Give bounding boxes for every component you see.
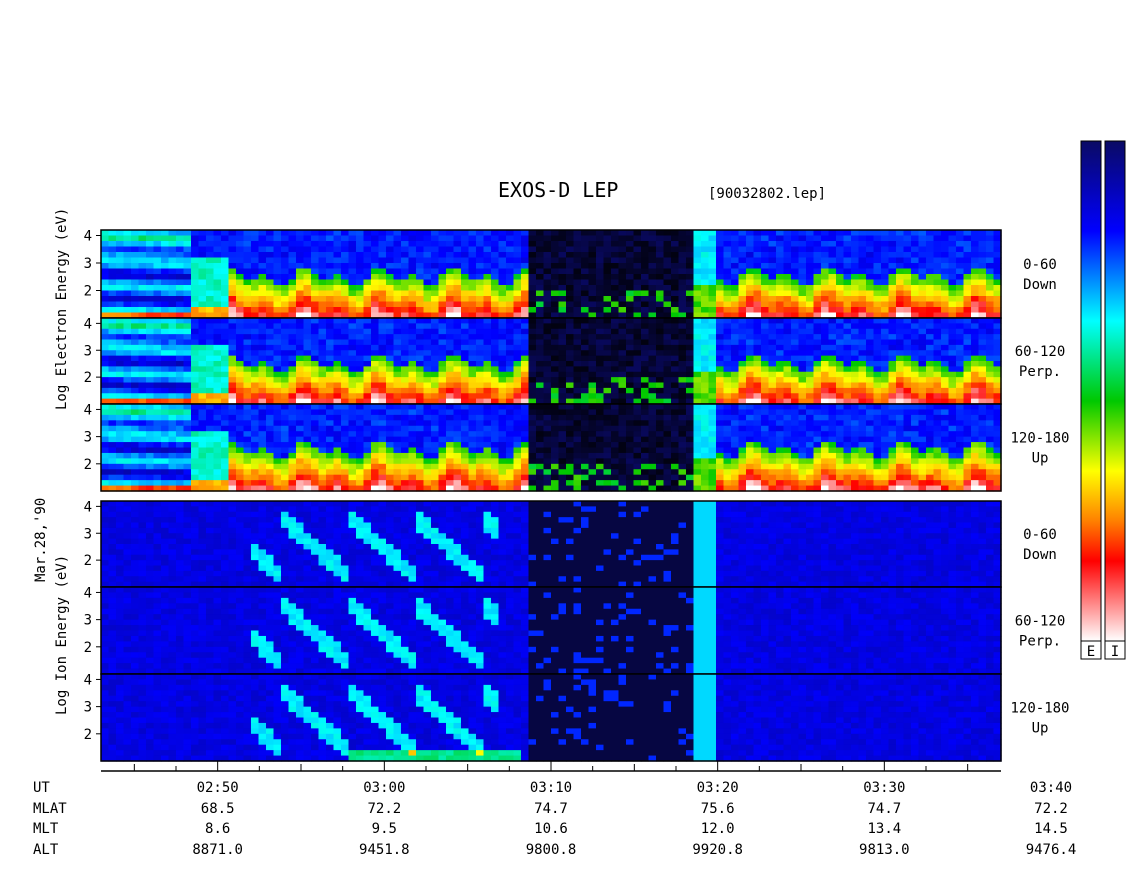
y-tick-label: 4 xyxy=(84,499,92,515)
y-tick-label: 3 xyxy=(84,430,92,446)
pitch-range-label: 0-60 xyxy=(1023,257,1057,273)
pitch-labels: 0-60 Down 60-120 Perp. 120-180 Up 0-60 Down 60-1… xyxy=(1010,257,1069,737)
ephemeris-value: 75.6 xyxy=(701,801,735,817)
colorbar-label-ion: I xyxy=(1111,644,1119,660)
pitch-direction-label: Perp. xyxy=(1019,364,1061,380)
spectrogram-panel-6: 4 3 2 xyxy=(84,672,1002,762)
ion-axis-title: Log Ion Energy (eV) xyxy=(54,555,70,715)
ephemeris-value: 14.5 xyxy=(1034,821,1068,837)
y-tick-label: 4 xyxy=(84,585,92,601)
pitch-range-label: 60-120 xyxy=(1015,614,1066,630)
pitch-direction-label: Perp. xyxy=(1019,634,1061,650)
y-tick-label: 4 xyxy=(84,402,92,418)
pitch-range-label: 120-180 xyxy=(1010,701,1069,717)
ephemeris-value: 68.5 xyxy=(201,801,235,817)
ephemeris-row-label: MLAT xyxy=(33,801,67,817)
ephemeris-table: UT MLAT MLT ALT 02:50 68.5 8.6 8871.0 03:00 72.2 9… xyxy=(33,780,1076,858)
y-tick-label: 3 xyxy=(84,526,92,542)
ephemeris-value: 9451.8 xyxy=(359,842,410,858)
colorbar-ion xyxy=(1104,140,1126,642)
ephemeris-value: 03:00 xyxy=(363,780,405,796)
y-tick-label: 3 xyxy=(84,700,92,716)
ephemeris-value: 9920.8 xyxy=(692,842,743,858)
pitch-range-label: 0-60 xyxy=(1023,527,1057,543)
y-tick-label: 2 xyxy=(84,640,92,656)
spectrogram-panel-1: 4 3 2 xyxy=(84,229,1002,319)
date-label: Mar.28,'90 xyxy=(33,498,49,582)
ephemeris-value: 8.6 xyxy=(205,821,230,837)
y-tick-label: 2 xyxy=(84,727,92,743)
ephemeris-row-label: UT xyxy=(33,780,50,796)
chart-title: EXOS-D LEP xyxy=(498,178,619,202)
ephemeris-value: 03:40 xyxy=(1030,780,1072,796)
y-tick-label: 4 xyxy=(84,316,92,332)
spectrogram-panel-4: 4 3 2 xyxy=(84,499,1002,588)
time-axis xyxy=(101,761,1001,772)
spectrogram-panel-2: 4 3 2 xyxy=(84,316,1002,405)
ephemeris-value: 03:30 xyxy=(863,780,905,796)
ephemeris-value: 13.4 xyxy=(867,821,901,837)
colorbar-label-electron: E xyxy=(1087,644,1095,660)
y-tick-label: 4 xyxy=(84,672,92,688)
y-tick-label: 2 xyxy=(84,457,92,473)
ephemeris-value: 03:10 xyxy=(530,780,572,796)
pitch-direction-label: Up xyxy=(1032,451,1049,467)
y-tick-label: 3 xyxy=(84,256,92,272)
ephemeris-value: 8871.0 xyxy=(192,842,243,858)
spectrogram-panel-3: 4 3 2 xyxy=(84,402,1002,492)
ephemeris-value: 10.6 xyxy=(534,821,568,837)
y-tick-label: 2 xyxy=(84,284,92,300)
ephemeris-value: 9813.0 xyxy=(859,842,910,858)
ephemeris-value: 72.2 xyxy=(367,801,401,817)
electron-axis-title: Log Electron Energy (eV) xyxy=(54,208,70,410)
spectrogram-panels: 4 3 2 4 3 2 4 3 2 4 3 2 4 3 2 4 3 2 xyxy=(84,229,1002,762)
ephemeris-value: 02:50 xyxy=(197,780,239,796)
ephemeris-value: 9.5 xyxy=(372,821,397,837)
y-tick-label: 2 xyxy=(84,370,92,386)
ephemeris-value: 03:20 xyxy=(697,780,739,796)
pitch-direction-label: Up xyxy=(1032,721,1049,737)
ephemeris-value: 9800.8 xyxy=(526,842,577,858)
y-tick-label: 4 xyxy=(84,229,92,245)
spectrogram-panel-5: 4 3 2 xyxy=(84,585,1002,675)
ephemeris-value: 74.7 xyxy=(534,801,568,817)
y-tick-label: 2 xyxy=(84,553,92,569)
y-tick-label: 3 xyxy=(84,613,92,629)
ephemeris-value: 74.7 xyxy=(867,801,901,817)
colorbar-electron xyxy=(1080,140,1102,642)
ephemeris-value: 72.2 xyxy=(1034,801,1068,817)
pitch-range-label: 120-180 xyxy=(1010,431,1069,447)
pitch-direction-label: Down xyxy=(1023,547,1057,563)
pitch-direction-label: Down xyxy=(1023,277,1057,293)
ephemeris-value: 9476.4 xyxy=(1026,842,1077,858)
ephemeris-value: 12.0 xyxy=(701,821,735,837)
file-id: [90032802.lep] xyxy=(708,186,827,202)
pitch-range-label: 60-120 xyxy=(1015,344,1066,360)
ephemeris-row-label: MLT xyxy=(33,821,59,837)
y-tick-label: 3 xyxy=(84,343,92,359)
ephemeris-row-label: ALT xyxy=(33,842,59,858)
